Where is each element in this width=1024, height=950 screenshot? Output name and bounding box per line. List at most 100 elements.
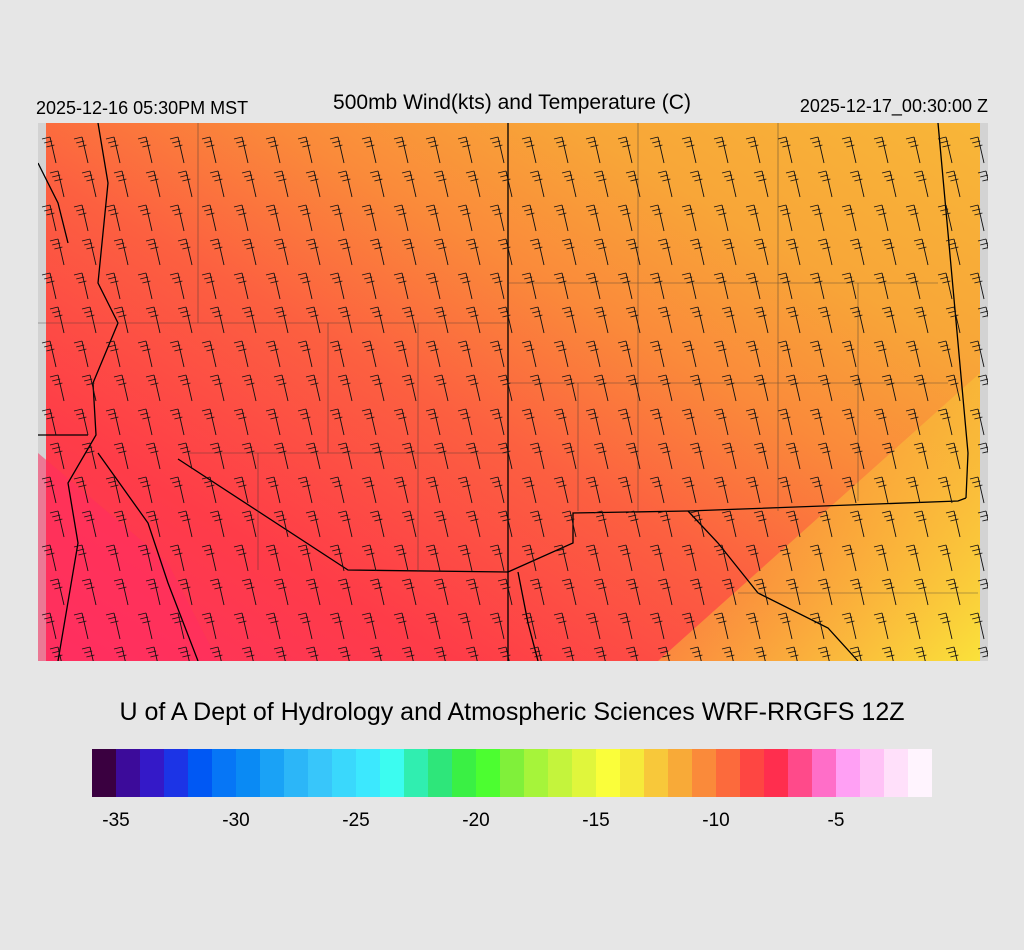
- wind-barb: [209, 510, 225, 538]
- wind-barb: [521, 544, 537, 572]
- wind-barb: [881, 374, 897, 402]
- wind-barb: [113, 238, 129, 266]
- wind-barb: [809, 544, 825, 572]
- wind-barb: [201, 272, 217, 300]
- wind-barb: [369, 646, 383, 661]
- wind-barb: [945, 510, 961, 538]
- colorbar-swatch: [620, 749, 644, 797]
- wind-barb: [529, 646, 543, 661]
- wind-barb: [561, 578, 577, 606]
- wind-barb: [753, 306, 769, 334]
- wind-barb: [177, 170, 193, 198]
- wind-barb: [145, 442, 161, 470]
- colorbar-swatch: [596, 749, 620, 797]
- wind-barb: [785, 238, 801, 266]
- wind-barb: [777, 204, 793, 232]
- wind-barb: [457, 476, 473, 504]
- wind-barb: [497, 238, 513, 266]
- wind-barb: [497, 510, 513, 538]
- wind-barb: [393, 340, 409, 368]
- wind-barb: [457, 544, 473, 572]
- wind-barb: [913, 510, 929, 538]
- wind-barb: [169, 272, 185, 300]
- wind-barb: [817, 442, 833, 470]
- wind-barb: [137, 272, 153, 300]
- wind-barb: [785, 510, 801, 538]
- wind-barb: [265, 136, 281, 164]
- wind-barb: [785, 442, 801, 470]
- wind-barb: [329, 544, 345, 572]
- colorbar-tick-label: -25: [342, 810, 370, 831]
- wind-barb: [265, 272, 281, 300]
- wind-barb: [721, 170, 737, 198]
- wind-barb: [905, 340, 921, 368]
- wind-barb: [273, 442, 289, 470]
- utc-time-label: 2025-12-17_00:30:00 Z: [799, 96, 988, 116]
- wind-barb: [881, 646, 895, 661]
- wind-barb: [137, 612, 153, 640]
- wind-barb: [977, 510, 988, 522]
- wind-barb: [433, 170, 449, 198]
- wind-barb: [753, 510, 769, 538]
- wind-barb: [785, 374, 801, 402]
- wind-barb: [361, 136, 377, 164]
- wind-barb: [817, 306, 833, 334]
- wind-barb: [145, 170, 161, 198]
- wind-barb: [145, 306, 161, 334]
- wind-barb: [489, 136, 505, 164]
- wind-barb: [497, 442, 513, 470]
- wind-barb: [457, 204, 473, 232]
- colorbar-swatch: [788, 749, 812, 797]
- wind-barb: [425, 272, 441, 300]
- colorbar-swatch: [332, 749, 356, 797]
- wind-barb: [73, 544, 89, 572]
- wind-barb: [465, 646, 479, 661]
- wind-barb: [425, 204, 441, 232]
- colorbar-swatch: [428, 749, 452, 797]
- wind-barb: [305, 510, 321, 538]
- wind-barb: [561, 306, 577, 334]
- wind-barb: [49, 170, 65, 198]
- wind-barb: [305, 646, 319, 661]
- wind-barb: [841, 476, 857, 504]
- wind-barb: [49, 442, 65, 470]
- wind-barb: [169, 476, 185, 504]
- wind-barb: [969, 204, 985, 232]
- wind-barb: [873, 612, 889, 640]
- wind-barb: [113, 578, 129, 606]
- wind-barb: [265, 476, 281, 504]
- wind-barb: [393, 204, 409, 232]
- wind-barb: [689, 238, 705, 266]
- wind-barb: [329, 136, 345, 164]
- colorbar-swatch: [284, 749, 308, 797]
- wind-barb: [881, 238, 897, 266]
- wind-barb: [425, 408, 441, 436]
- wind-barb: [113, 374, 129, 402]
- wind-barb: [489, 544, 505, 572]
- wind-barb: [753, 578, 769, 606]
- wind-barb: [937, 408, 953, 436]
- wind-barb: [905, 204, 921, 232]
- wind-barb: [497, 374, 513, 402]
- wind-barb: [553, 408, 569, 436]
- wind-barb: [233, 408, 249, 436]
- wind-barb: [105, 340, 121, 368]
- wind-barb: [369, 510, 385, 538]
- wind-barb: [241, 170, 257, 198]
- wind-barb: [233, 544, 249, 572]
- wind-barb: [401, 306, 417, 334]
- wind-barb: [905, 136, 921, 164]
- wind-barb: [41, 612, 57, 640]
- wind-barb: [337, 306, 353, 334]
- map-title: 500mb Wind(kts) and Temperature (C): [333, 91, 691, 114]
- wind-barb: [745, 476, 761, 504]
- wind-barb: [945, 646, 959, 661]
- colorbar-swatch: [644, 749, 668, 797]
- wind-barb: [489, 204, 505, 232]
- wind-barb: [625, 442, 641, 470]
- wind-barb: [753, 170, 769, 198]
- wind-barb: [369, 238, 385, 266]
- colorbar-swatch: [260, 749, 284, 797]
- wind-barb: [265, 544, 281, 572]
- colorbar-swatch: [692, 749, 716, 797]
